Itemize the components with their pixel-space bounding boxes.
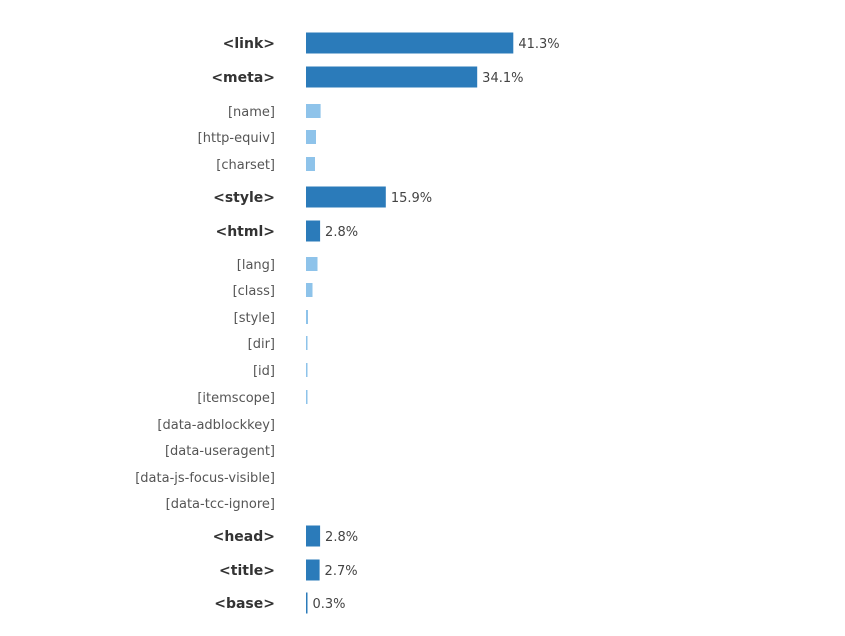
- value-label-meta: 34.1%: [482, 71, 523, 86]
- bar-class: [306, 283, 313, 297]
- bar-meta: [306, 66, 478, 88]
- category-label-id: [id]: [253, 364, 275, 379]
- category-label-head: <head>: [213, 529, 275, 545]
- bar-base: [306, 592, 308, 614]
- category-label-html: <html>: [215, 224, 275, 240]
- category-label-lang: [lang]: [237, 258, 275, 273]
- bar-head: [306, 525, 321, 547]
- value-label-html: 2.8%: [325, 225, 358, 240]
- value-label-base: 0.3%: [313, 597, 346, 612]
- bar-charset: [306, 157, 315, 171]
- category-label-http-equiv: [http-equiv]: [198, 131, 275, 146]
- category-label-data-tcc-ignore: [data-tcc-ignore]: [166, 497, 275, 512]
- bar-style: [306, 186, 386, 208]
- bar-itemscope: [306, 390, 308, 404]
- bar-style: [306, 310, 308, 324]
- value-label-head: 2.8%: [325, 530, 358, 545]
- category-label-style: <style>: [213, 190, 275, 206]
- category-label-dir: [dir]: [248, 337, 275, 352]
- bar-link: [306, 32, 514, 54]
- category-label-base: <base>: [214, 596, 275, 612]
- bar-html: [306, 220, 321, 242]
- category-label-itemscope: [itemscope]: [197, 391, 275, 406]
- value-label-link: 41.3%: [518, 37, 559, 52]
- category-label-data-useragent: [data-useragent]: [165, 444, 275, 459]
- category-label-style: [style]: [234, 311, 275, 326]
- bar-name: [306, 104, 321, 118]
- category-label-title: <title>: [219, 563, 275, 579]
- bar-id: [306, 363, 308, 377]
- bar-title: [306, 559, 320, 581]
- value-label-style: 15.9%: [391, 191, 432, 206]
- value-label-title: 2.7%: [325, 564, 358, 579]
- category-label-link: <link>: [223, 36, 275, 52]
- category-label-name: [name]: [228, 105, 275, 120]
- category-label-charset: [charset]: [216, 158, 275, 173]
- bar-http-equiv: [306, 130, 316, 144]
- category-label-data-js-focus-visible: [data-js-focus-visible]: [135, 471, 275, 486]
- category-label-data-adblockkey: [data-adblockkey]: [157, 418, 275, 433]
- category-label-meta: <meta>: [211, 70, 275, 86]
- category-label-class: [class]: [233, 284, 275, 299]
- bar-dir: [306, 336, 308, 350]
- bar-lang: [306, 257, 318, 271]
